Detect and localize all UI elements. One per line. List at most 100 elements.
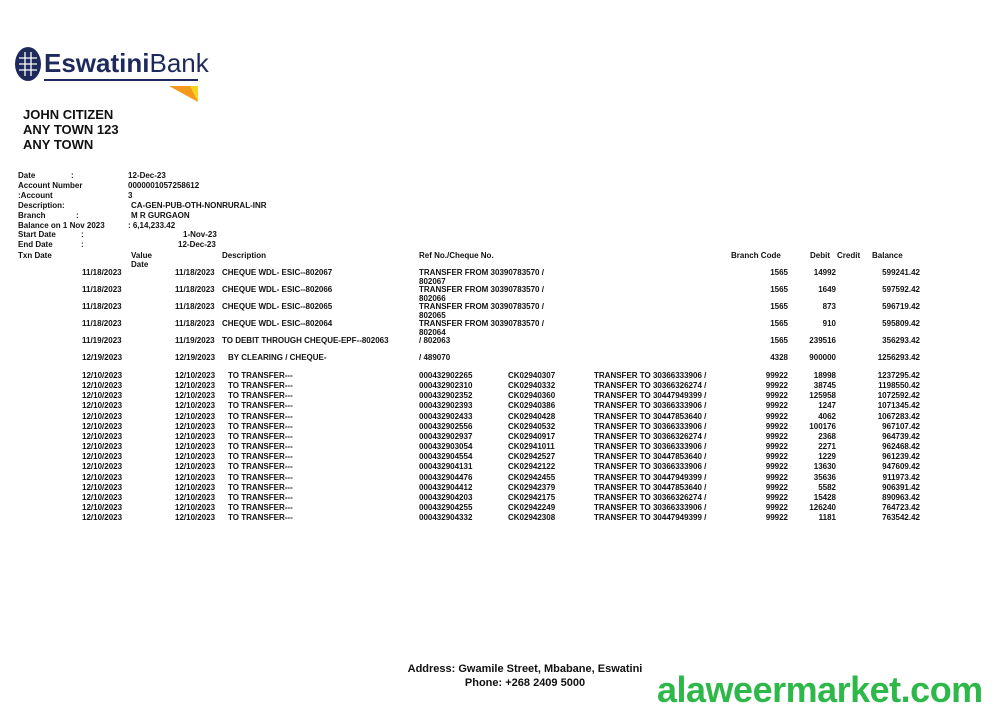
balance: 1072592.42 [877,391,920,401]
branch-code: 99922 [765,411,788,421]
txn-date: 11/18/2023 [82,268,122,277]
ref-number: 000432904476 [419,472,473,482]
transfer-to: TRANSFER TO 30366333906 / [594,401,707,411]
cheque-number: CK02940532 [508,421,556,431]
customer-name: JOHN CITIZEN [23,107,114,122]
ref-number: 000432902937 [419,431,473,441]
debit: 13630 [813,462,836,472]
info-label: Description: [18,200,65,210]
info-label: :Account [18,190,53,200]
txn-date: 12/10/2023 [82,411,123,421]
cheque-number: CK02942379 [508,482,556,492]
debit: 38745 [813,381,836,391]
branch-code: 99922 [765,462,788,472]
branch-code: 4328 [770,353,788,362]
cheque-number: CK02942122 [508,462,556,472]
info-value: : 6,14,233.42 [128,220,176,230]
info-value: M R GURGAON [131,210,190,220]
transfer-to: TRANSFER TO 30366326274 / [594,492,707,502]
ref-number: 000432904412 [419,482,473,492]
branch-code: 99922 [765,472,788,482]
debit: 5582 [818,482,836,492]
txn-date: 12/10/2023 [82,452,123,462]
branch-code: 99922 [765,431,788,441]
value-date: 12/10/2023 [175,452,216,462]
debit: 910 [822,319,836,328]
txn-date: 12/10/2023 [82,462,123,472]
description: TO TRANSFER--- [228,452,293,462]
description: TO TRANSFER--- [228,492,293,502]
debit: 126240 [809,502,836,512]
branch-code: 1565 [770,268,788,277]
description: CHEQUE WDL- ESIC--802066 [222,285,333,294]
debit: 873 [822,302,836,311]
cheque-number: CK02940307 [508,371,556,380]
txn-date: 11/18/2023 [82,319,122,328]
footer-address: Address: Gwamile Street, Mbabane, Eswati… [407,663,643,675]
info-separator: : [81,240,84,250]
info-value: 3 [128,190,133,200]
balance: 1071345.42 [877,401,920,411]
debit: 2271 [818,442,836,452]
txn-date: 11/18/2023 [82,302,122,311]
value-date: 12/10/2023 [175,391,216,401]
value-date: 12/10/2023 [175,462,216,472]
value-date: 12/10/2023 [175,502,216,512]
cheque-number: CK02942455 [508,472,556,482]
balance: 962468.42 [882,442,920,452]
debit: 900000 [809,353,836,362]
branch-code: 99922 [765,492,788,502]
watermark: alaweermarket.com [657,669,983,710]
value-date: 11/19/2023 [175,336,215,345]
description: TO DEBIT THROUGH CHEQUE-EPF--802063 [222,336,389,345]
transfer-to: TRANSFER TO 30366333906 / [594,421,707,431]
ref-number: TRANSFER FROM 30390783570 / 802065 [419,302,544,320]
balance: 597592.42 [882,285,920,294]
info-separator: : [76,210,79,220]
value-date: 12/10/2023 [175,442,216,452]
col-txn-date: Txn Date [18,251,52,260]
col-description: Description [222,251,267,260]
balance: 947609.42 [882,462,920,472]
description: CHEQUE WDL- ESIC--802064 [222,319,333,328]
info-label: Balance on 1 Nov 2023 [18,220,105,230]
description: TO TRANSFER--- [228,502,293,512]
branch-code: 1565 [770,302,788,311]
debit: 14992 [813,268,836,277]
txn-date: 12/10/2023 [82,371,123,380]
ref-number: 000432902310 [419,381,473,391]
bank-logo: EswatiniBank [14,44,209,102]
value-date: 11/18/2023 [175,268,215,277]
ref-number: 000432903054 [419,442,473,452]
txn-date: 12/19/2023 [82,353,123,362]
description: BY CLEARING / CHEQUE- [228,353,327,362]
ref-number: 000432902556 [419,421,473,431]
value-date: 12/10/2023 [175,381,216,391]
customer-line2: ANY TOWN [23,137,94,152]
branch-code: 1565 [770,285,788,294]
footer-phone: Phone: +268 2409 5000 [464,677,586,689]
debit: 100176 [809,421,836,431]
cheque-number: CK02942175 [508,492,556,502]
txn-date: 12/10/2023 [82,472,123,482]
debit: 1247 [818,401,836,411]
branch-code: 99922 [765,371,788,380]
value-date: 12/10/2023 [175,431,216,441]
cheque-number: CK02942308 [508,513,556,523]
balance: 599241.42 [882,268,920,277]
ref-number: TRANSFER FROM 30390783570 / 802067 [419,268,544,286]
bank-emblem-icon [15,47,198,102]
balance: 911973.42 [882,472,920,482]
txn-date: 11/19/2023 [82,336,122,345]
description: TO TRANSFER--- [228,411,293,421]
branch-code: 1565 [770,336,788,345]
transfer-to: TRANSFER TO 30447949399 / [594,391,707,401]
txn-date: 12/10/2023 [82,421,123,431]
transfer-to: TRANSFER TO 30447853640 / [594,411,707,421]
ref-number: 000432902352 [419,391,473,401]
balance: 764723.42 [882,502,920,512]
description: TO TRANSFER--- [228,442,293,452]
value-date: 12/19/2023 [175,353,216,362]
cheque-number: CK02940917 [508,431,556,441]
cheque-number: CK02940332 [508,381,556,391]
